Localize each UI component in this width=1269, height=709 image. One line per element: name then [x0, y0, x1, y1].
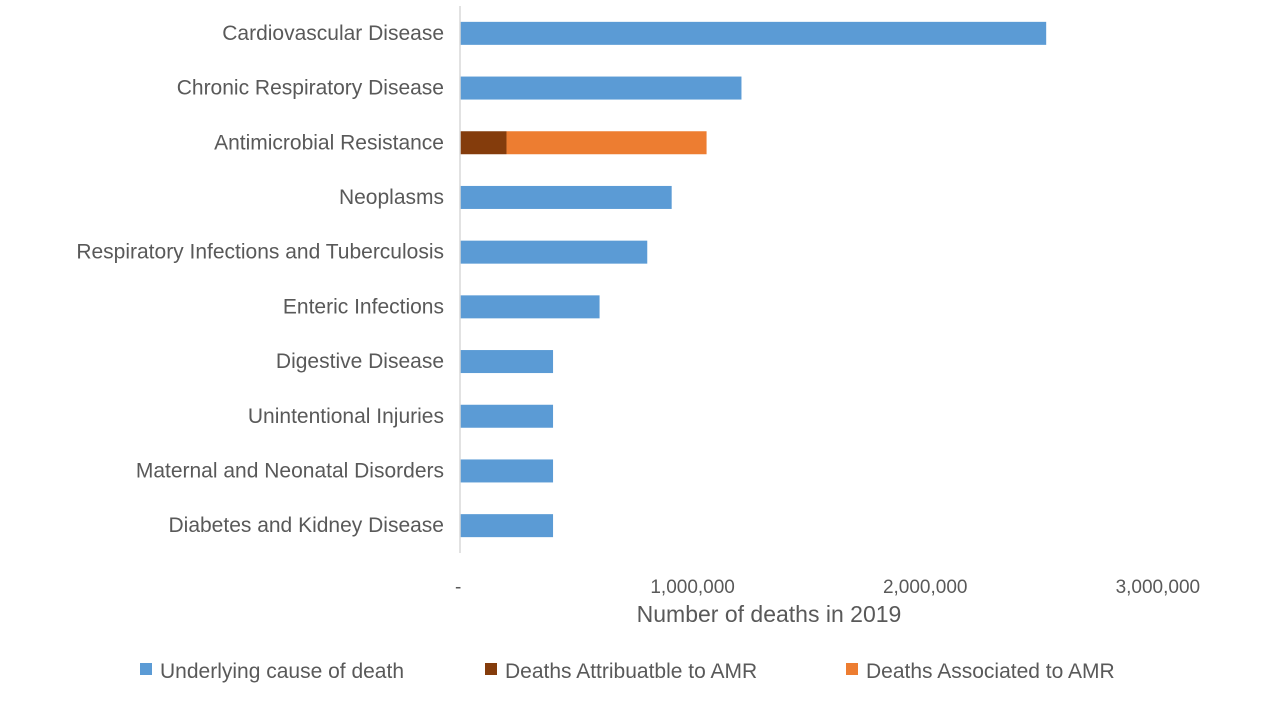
bar-antimicrobial-resistance-s1 [460, 131, 507, 155]
bar-chronic-respiratory-disease-s0 [460, 76, 742, 100]
bar-digestive-disease-s0 [460, 350, 554, 374]
category-label: Respiratory Infections and Tuberculosis [76, 241, 444, 264]
category-label: Antimicrobial Resistance [214, 131, 444, 154]
bar-enteric-infections-s0 [460, 295, 600, 319]
x-axis-title: Number of deaths in 2019 [637, 601, 902, 627]
legend-swatch [485, 663, 497, 675]
category-labels: Cardiovascular Disease Chronic Respirator… [76, 22, 444, 537]
x-tick-label: 3,000,000 [1116, 577, 1201, 598]
bar-cardiovascular-disease-s0 [460, 21, 1047, 45]
bar-antimicrobial-resistance-s2 [506, 131, 707, 155]
legend-item: Deaths Associated to AMR [846, 660, 1115, 683]
legend-swatch [140, 663, 152, 675]
category-label: Cardiovascular Disease [222, 22, 444, 45]
bar-maternal-and-neonatal-disorders-s0 [460, 459, 554, 483]
category-label: Digestive Disease [276, 350, 444, 373]
bar-neoplasms-s0 [460, 185, 672, 209]
bar-diabetes-and-kidney-disease-s0 [460, 514, 554, 538]
bar-respiratory-infections-and-tuberculosis-s0 [460, 240, 648, 264]
legend-label: Deaths Associated to AMR [866, 660, 1115, 683]
category-label: Enteric Infections [283, 295, 444, 318]
legend-item: Deaths Attribuatble to AMR [485, 660, 757, 683]
category-label: Unintentional Injuries [248, 405, 444, 428]
legend-item: Underlying cause of death [140, 660, 404, 683]
category-label: Maternal and Neonatal Disorders [136, 459, 444, 482]
bar-unintentional-injuries-s0 [460, 404, 554, 428]
bars-group [460, 21, 1047, 538]
category-label: Diabetes and Kidney Disease [168, 514, 444, 537]
x-tick-label: 1,000,000 [650, 577, 735, 598]
x-tick-label: - [455, 577, 461, 598]
category-label: Chronic Respiratory Disease [177, 77, 444, 100]
legend-swatch [846, 663, 858, 675]
x-tick-labels: - 1,000,000 2,000,000 3,000,000 [455, 577, 1200, 598]
legend: Underlying cause of death Deaths Attribua… [140, 660, 1115, 683]
legend-label: Deaths Attribuatble to AMR [505, 660, 757, 683]
category-label: Neoplasms [339, 186, 444, 209]
x-tick-label: 2,000,000 [883, 577, 968, 598]
legend-label: Underlying cause of death [160, 660, 404, 683]
